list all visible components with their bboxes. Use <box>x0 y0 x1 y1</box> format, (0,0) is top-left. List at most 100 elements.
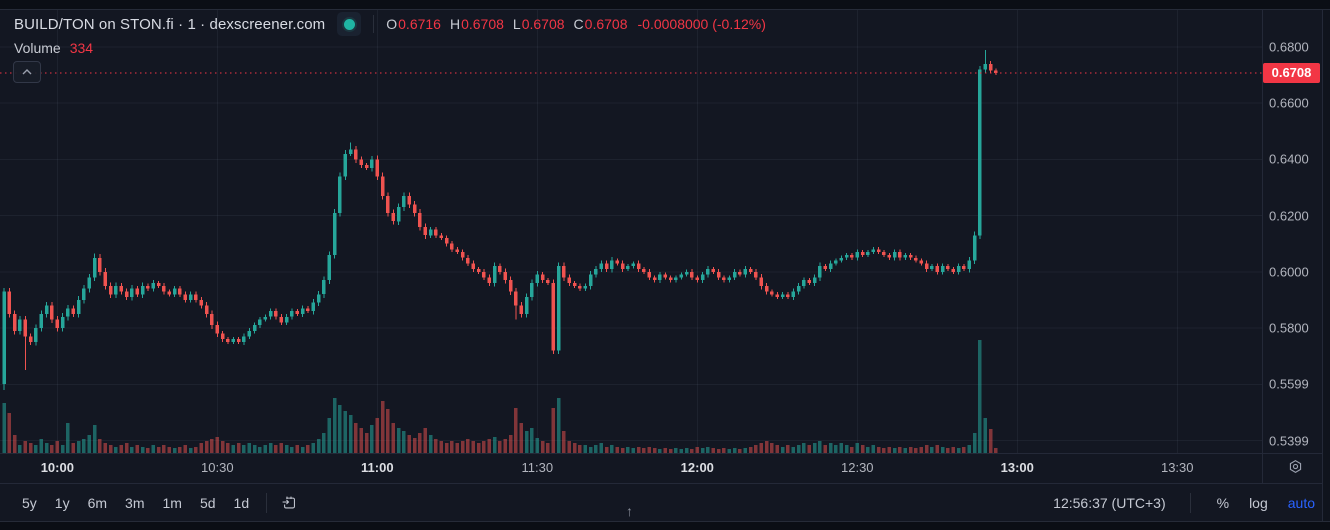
candle-body <box>466 257 470 264</box>
volume-bar <box>247 443 252 453</box>
candle-body <box>60 316 65 328</box>
price-axis-label: 0.6800 <box>1269 39 1309 55</box>
range-button-1y[interactable]: 1y <box>46 491 79 515</box>
volume-bar <box>492 437 497 453</box>
candle-body <box>700 274 705 281</box>
time-axis-label: 11:30 <box>521 460 554 475</box>
time-axis-label: 12:30 <box>840 460 874 475</box>
percent-scale-button[interactable]: % <box>1216 494 1230 511</box>
price-axis[interactable]: 0.6800 0.6600 0.6400 0.6200 0.6000 0.5800 0.55… <box>1262 10 1330 453</box>
log-scale-button[interactable]: log <box>1249 494 1268 511</box>
volume-bar <box>642 448 646 453</box>
candle-body <box>818 266 822 278</box>
range-button-3m[interactable]: 3m <box>116 491 153 515</box>
candle-body <box>39 314 44 329</box>
volume-bar <box>807 445 811 453</box>
price-axis-label: 0.5399 <box>1269 433 1309 449</box>
volume-bar <box>780 447 785 453</box>
volume-bar <box>770 443 774 453</box>
candle-body <box>540 274 545 281</box>
candle-body <box>546 280 550 283</box>
candle-body <box>668 277 673 281</box>
symbol-title[interactable]: BUILD/TON on STON.fi · 1 · dexscreener.c… <box>14 15 326 33</box>
candle-body <box>428 229 433 236</box>
candle-body <box>924 263 929 269</box>
toolbar-left: 5y 1y 6m 3m 1m 5d 1d <box>13 491 303 515</box>
candle-body <box>204 305 209 314</box>
volume-bar <box>834 445 838 453</box>
ohlc-low: L0.6708 <box>512 16 565 32</box>
auto-scale-button[interactable]: auto <box>1287 494 1315 511</box>
volume-bar <box>850 447 854 453</box>
volume-bar <box>82 439 86 453</box>
time-axis-label: 13:00 <box>1000 460 1034 475</box>
clock-display[interactable]: 12:56:37 (UTC+3) <box>1053 494 1166 511</box>
volume-bar <box>215 437 220 453</box>
candle-body <box>663 274 667 278</box>
candle-body <box>994 70 998 73</box>
volume-bar <box>66 423 70 453</box>
volume-bar <box>434 439 438 453</box>
candle-body <box>514 291 518 306</box>
volume-bar <box>311 443 316 453</box>
candle-body <box>306 308 310 312</box>
volume-bar <box>802 443 806 453</box>
volume-bar <box>359 428 364 453</box>
volume-bar <box>194 447 198 453</box>
candle-body <box>327 254 332 281</box>
candle-body <box>908 254 913 258</box>
candle-body <box>7 291 12 314</box>
collapse-indicator-button[interactable] <box>13 61 41 83</box>
volume-bar <box>162 445 166 453</box>
candle-body <box>66 308 70 317</box>
volume-label: Volume <box>14 40 61 56</box>
range-button-1m[interactable]: 1m <box>154 491 191 515</box>
candle-body <box>284 316 289 323</box>
candle-body <box>482 271 486 278</box>
range-button-5d[interactable]: 5d <box>191 491 225 515</box>
volume-bar <box>386 409 390 453</box>
candle-body <box>300 308 305 314</box>
volume-bar <box>855 443 859 453</box>
volume-bar <box>839 443 843 453</box>
volume-bar <box>236 443 241 453</box>
candle-body <box>92 257 97 278</box>
candle-body <box>263 316 268 320</box>
volume-bar <box>7 413 12 453</box>
candle-body <box>156 283 161 286</box>
volume-bar <box>130 447 134 453</box>
range-button-6m[interactable]: 6m <box>79 491 116 515</box>
settings-gear-icon[interactable] <box>1288 459 1303 479</box>
volume-bar <box>684 448 689 453</box>
candle-body <box>167 291 172 295</box>
maximize-pane-arrow-icon[interactable]: ↑ <box>626 503 633 519</box>
candle-body <box>380 176 385 196</box>
volume-bar <box>55 441 60 453</box>
volume-bar <box>71 443 76 453</box>
volume-bar <box>519 423 524 453</box>
candle-body <box>103 271 108 286</box>
time-axis[interactable]: 10:00 10:30 11:00 11:30 12:00 12:30 13:00 13:30 <box>0 454 1330 483</box>
range-button-5y[interactable]: 5y <box>13 491 46 515</box>
volume-bar <box>295 445 300 453</box>
candle-body <box>412 204 417 213</box>
price-axis-label: 0.5599 <box>1269 376 1309 392</box>
right-gutter <box>1322 10 1330 521</box>
candle-body <box>578 285 582 289</box>
candle-body <box>423 226 428 236</box>
volume-bar <box>23 441 28 453</box>
go-to-date-button[interactable] <box>275 491 303 515</box>
volume-bar <box>754 445 758 453</box>
candle-body <box>124 291 129 298</box>
range-button-1d[interactable]: 1d <box>225 491 259 515</box>
candle-body <box>834 260 838 264</box>
status-indicator-button[interactable] <box>337 12 362 36</box>
candle-body <box>754 271 758 278</box>
volume-bar <box>892 448 897 453</box>
volume-bar <box>732 448 737 453</box>
calendar-arrow-icon <box>282 496 296 509</box>
candle-body <box>972 235 977 261</box>
volume-bar <box>396 428 401 453</box>
volume-bar <box>796 445 801 453</box>
